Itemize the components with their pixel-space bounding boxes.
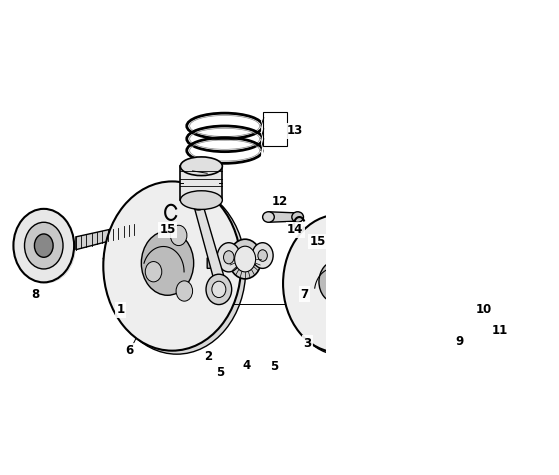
Ellipse shape <box>292 212 304 222</box>
Ellipse shape <box>181 157 222 176</box>
Text: 4: 4 <box>242 359 250 372</box>
Ellipse shape <box>229 239 262 279</box>
Ellipse shape <box>283 215 394 352</box>
Ellipse shape <box>287 218 397 355</box>
Ellipse shape <box>427 253 443 273</box>
Ellipse shape <box>145 262 162 282</box>
Text: 5: 5 <box>269 360 278 373</box>
Ellipse shape <box>409 231 461 295</box>
Text: 15: 15 <box>159 223 176 237</box>
Text: 9: 9 <box>455 335 463 349</box>
Ellipse shape <box>206 274 231 304</box>
Ellipse shape <box>224 251 234 264</box>
Ellipse shape <box>235 246 255 272</box>
Text: 2: 2 <box>204 350 212 363</box>
Polygon shape <box>373 266 420 285</box>
Ellipse shape <box>13 209 74 282</box>
Ellipse shape <box>190 191 207 210</box>
Polygon shape <box>76 224 134 250</box>
Polygon shape <box>175 251 254 261</box>
Text: 12: 12 <box>271 195 288 209</box>
Ellipse shape <box>25 222 63 269</box>
Ellipse shape <box>455 266 461 273</box>
Ellipse shape <box>35 234 53 257</box>
Polygon shape <box>268 212 297 222</box>
Text: 7: 7 <box>301 287 309 301</box>
Polygon shape <box>449 263 473 295</box>
Ellipse shape <box>170 225 187 246</box>
Text: 10: 10 <box>476 304 492 316</box>
Polygon shape <box>181 166 222 200</box>
Ellipse shape <box>103 181 241 351</box>
Text: 11: 11 <box>491 324 508 337</box>
Ellipse shape <box>263 212 274 222</box>
Text: 8: 8 <box>31 287 39 301</box>
Text: 14: 14 <box>287 223 304 237</box>
Ellipse shape <box>258 250 267 261</box>
Ellipse shape <box>181 191 222 209</box>
Text: 15: 15 <box>309 235 326 248</box>
Ellipse shape <box>419 243 451 283</box>
Ellipse shape <box>141 231 193 295</box>
Ellipse shape <box>108 185 246 354</box>
Text: 13: 13 <box>287 124 304 137</box>
Ellipse shape <box>252 243 273 268</box>
Ellipse shape <box>176 281 193 301</box>
Text: 1: 1 <box>117 304 125 316</box>
Text: 6: 6 <box>125 344 134 357</box>
Ellipse shape <box>212 281 226 297</box>
Polygon shape <box>194 205 227 294</box>
Ellipse shape <box>459 286 463 292</box>
FancyBboxPatch shape <box>263 112 287 146</box>
Text: 3: 3 <box>304 337 311 350</box>
Ellipse shape <box>319 261 352 303</box>
Polygon shape <box>207 258 234 268</box>
Ellipse shape <box>217 243 240 272</box>
Text: 5: 5 <box>216 366 224 379</box>
Ellipse shape <box>195 196 202 205</box>
